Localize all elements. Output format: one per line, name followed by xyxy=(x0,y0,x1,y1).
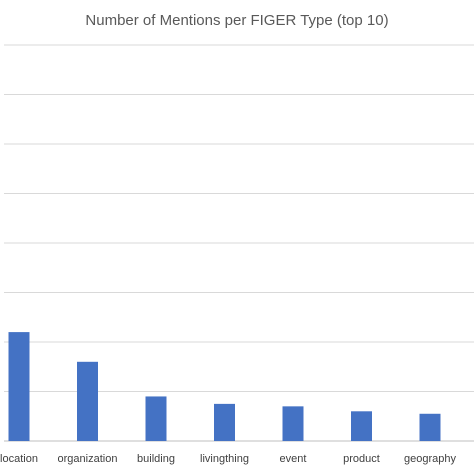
bar-organization xyxy=(77,361,98,441)
x-tick-labels: location organization building livingthing e… xyxy=(0,453,456,465)
bar-location xyxy=(8,332,30,441)
x-tick-label-location: location xyxy=(0,453,38,465)
bar-geography xyxy=(419,413,441,441)
bars xyxy=(8,332,441,441)
chart-title: Number of Mentions per FIGER Type (top 1… xyxy=(85,12,389,29)
x-tick-label-geography: geography xyxy=(404,453,456,465)
x-tick-label-livingthing: livingthing xyxy=(200,453,249,465)
bar-event xyxy=(282,406,304,441)
x-tick-label-product: product xyxy=(343,453,380,465)
x-tick-label-organization: organization xyxy=(58,453,118,465)
bar-livingthing xyxy=(214,403,235,441)
bar-product xyxy=(351,411,372,441)
x-tick-label-building: building xyxy=(137,453,175,465)
gridlines xyxy=(4,44,474,442)
bar-building xyxy=(145,396,167,441)
x-tick-label-event: event xyxy=(280,453,307,465)
